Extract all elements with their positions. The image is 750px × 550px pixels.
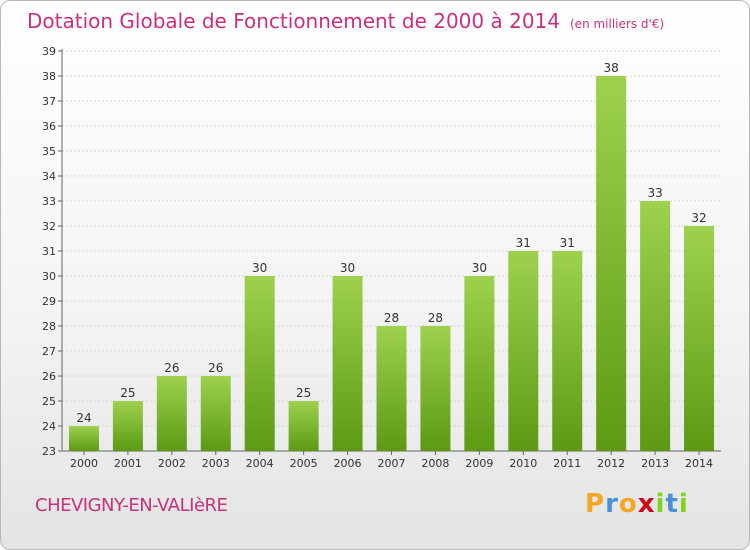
commune-name: CHEVIGNY-EN-VALIèRE (35, 495, 228, 516)
chart-title-text: Dotation Globale de Fonctionnement de 20… (27, 9, 560, 33)
bar (332, 276, 363, 451)
y-tick-label: 26 (42, 370, 56, 383)
bar (112, 401, 143, 451)
data-label: 26 (208, 361, 223, 375)
data-label: 25 (120, 386, 135, 400)
bars (68, 76, 715, 451)
x-tick-label: 2008 (421, 457, 449, 470)
y-tick-label: 27 (42, 345, 56, 358)
logo-letter: o (618, 489, 638, 519)
bar (68, 426, 99, 451)
data-label: 32 (691, 211, 706, 225)
y-tick-label: 39 (42, 45, 56, 58)
data-label: 33 (647, 186, 662, 200)
bar (156, 376, 187, 451)
bar (640, 201, 671, 451)
data-label: 30 (472, 261, 487, 275)
bar (684, 226, 715, 451)
data-label: 38 (604, 61, 619, 75)
y-tick-label: 38 (42, 70, 56, 83)
y-tick-label: 36 (42, 120, 56, 133)
bar (508, 251, 539, 451)
logo-letter: t (665, 489, 679, 519)
x-tick-label: 2007 (378, 457, 406, 470)
x-tick-label: 2013 (641, 457, 669, 470)
x-tick-label: 2010 (509, 457, 537, 470)
x-tick-label: 2001 (114, 457, 142, 470)
y-tick-label: 37 (42, 95, 56, 108)
bar (596, 76, 627, 451)
x-tick-label: 2009 (465, 457, 493, 470)
bar (288, 401, 319, 451)
x-tick-label: 2006 (334, 457, 362, 470)
bar (244, 276, 275, 451)
y-tick-label: 28 (42, 320, 56, 333)
x-tick-label: 2011 (553, 457, 581, 470)
y-tick-label: 24 (42, 420, 56, 433)
data-label: 25 (296, 386, 311, 400)
data-label: 28 (384, 311, 399, 325)
y-tick-label: 30 (42, 270, 56, 283)
logo-letter: x (637, 489, 656, 519)
bar (420, 326, 451, 451)
y-tick-label: 31 (42, 245, 56, 258)
y-tick-label: 29 (42, 295, 56, 308)
data-label: 31 (560, 236, 575, 250)
logo-letter: i (655, 489, 666, 519)
data-label: 31 (516, 236, 531, 250)
x-tick-label: 2002 (158, 457, 186, 470)
y-tick-label: 25 (42, 395, 56, 408)
data-label: 28 (428, 311, 443, 325)
y-tick-label: 32 (42, 220, 56, 233)
labels: 23 24 25 26 27 28 29 30 31 32 33 34 35 36 37 38 39 24 2000… (42, 45, 713, 470)
proxiti-logo: Proxiti (585, 489, 689, 519)
x-tick-label: 2003 (202, 457, 230, 470)
x-tick-label: 2014 (685, 457, 713, 470)
y-tick-label: 23 (42, 445, 56, 458)
data-label: 26 (164, 361, 179, 375)
bar (552, 251, 583, 451)
data-label: 30 (252, 261, 267, 275)
logo-letter: P (585, 489, 606, 519)
x-tick-label: 2000 (70, 457, 98, 470)
y-tick-label: 34 (42, 170, 56, 183)
chart-title: Dotation Globale de Fonctionnement de 20… (27, 9, 664, 33)
x-tick-label: 2005 (290, 457, 318, 470)
chart-unit: (en milliers d'€) (570, 17, 665, 31)
data-label: 24 (76, 411, 91, 425)
data-label: 30 (340, 261, 355, 275)
logo-letter: i (678, 489, 689, 519)
bar (200, 376, 231, 451)
y-tick-label: 33 (42, 195, 56, 208)
logo-letter: r (605, 489, 619, 519)
x-tick-label: 2004 (246, 457, 274, 470)
x-tick-label: 2012 (597, 457, 625, 470)
bar (464, 276, 495, 451)
y-tick-label: 35 (42, 145, 56, 158)
bar (376, 326, 407, 451)
